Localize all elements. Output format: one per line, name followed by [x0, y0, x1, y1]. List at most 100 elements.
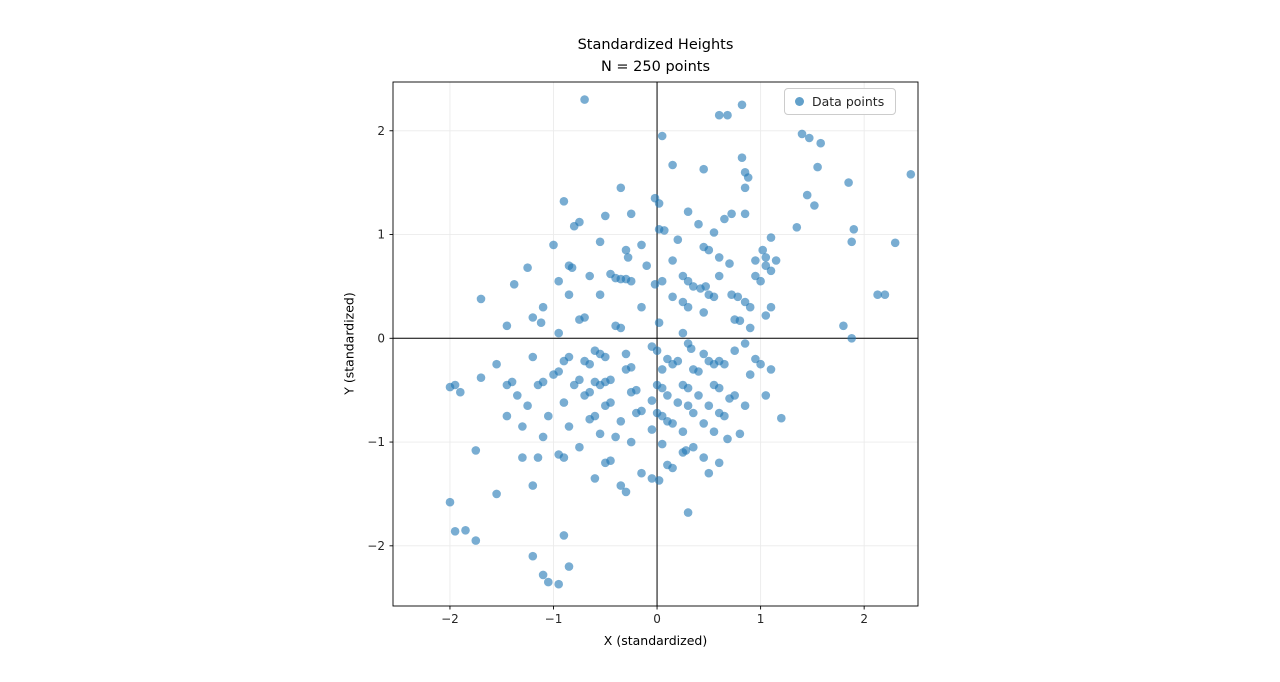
scatter-point: [745, 323, 755, 333]
scatter-point: [518, 453, 527, 462]
scatter-point: [678, 297, 688, 307]
scatter-point: [723, 110, 732, 120]
scatter-point: [461, 526, 470, 535]
scatter-point: [533, 380, 543, 390]
scatter-point: [678, 328, 688, 338]
scatter-point: [450, 527, 460, 536]
scatter-point: [681, 446, 691, 455]
scatter-point: [632, 408, 641, 418]
legend: Data points: [784, 88, 897, 115]
scatter-point: [683, 302, 693, 312]
scatter-point: [657, 131, 667, 141]
scatter-point: [559, 356, 569, 366]
scatter-point: [756, 276, 765, 286]
x-axis-label: X (standardized): [603, 633, 708, 648]
scatter-point: [445, 382, 455, 392]
scatter-point: [683, 508, 693, 517]
scatter-point: [890, 238, 900, 248]
scatter-point: [559, 398, 569, 407]
scatter-point: [590, 474, 600, 483]
scatter-point: [616, 183, 626, 193]
scatter-point: [694, 219, 703, 229]
scatter-point: [626, 387, 636, 397]
scatter-point: [805, 133, 814, 143]
scatter-point: [616, 323, 626, 333]
scatter-point: [813, 162, 822, 172]
scatter-point: [580, 95, 589, 104]
scatter-point: [740, 401, 750, 411]
scatter-point: [621, 349, 631, 359]
scatter-point: [751, 354, 760, 364]
scatter-point: [523, 263, 532, 273]
scatter-point: [538, 302, 548, 312]
scatter-point: [637, 240, 646, 250]
scatter-point: [657, 276, 667, 286]
scatter-point: [518, 422, 527, 431]
y-tick-label: −1: [367, 435, 385, 449]
scatter-point: [668, 292, 677, 302]
scatter-point: [616, 481, 626, 490]
scatter-point: [673, 235, 683, 244]
scatter-point: [906, 170, 916, 179]
scatter-point: [668, 160, 677, 170]
legend-label: Data points: [812, 94, 885, 109]
scatter-point: [743, 173, 753, 182]
scatter-point: [714, 110, 724, 120]
scatter-point: [730, 346, 739, 356]
scatter-point: [683, 207, 693, 216]
scatter-point: [611, 432, 620, 442]
scatter-point: [740, 209, 750, 219]
scatter-point: [847, 237, 856, 247]
scatter-point: [647, 474, 657, 483]
scatter-point: [683, 276, 693, 286]
scatter-point: [637, 468, 646, 478]
scatter-point: [735, 429, 745, 439]
scatter-point: [792, 223, 802, 232]
scatter-point: [621, 365, 631, 374]
scatter-point: [730, 391, 739, 400]
scatter-point: [704, 401, 714, 411]
scatter-point: [816, 138, 825, 148]
scatter-point: [601, 458, 610, 468]
scatter-point: [559, 453, 569, 462]
scatter-point: [714, 271, 724, 281]
scatter-point: [538, 570, 548, 580]
scatter-point: [528, 313, 538, 322]
legend-marker-icon: [795, 97, 804, 106]
scatter-point: [720, 214, 729, 224]
y-tick-label: 0: [377, 331, 385, 345]
scatter-point: [673, 356, 683, 366]
scatter-point: [647, 425, 657, 434]
scatter-point: [554, 579, 563, 589]
plot-border: [392, 81, 919, 607]
scatter-point: [725, 259, 734, 268]
scatter-point: [740, 339, 750, 348]
scatter-point: [575, 375, 584, 385]
scatter-point: [699, 419, 708, 428]
scatter-point: [660, 226, 669, 235]
scatter-point: [569, 380, 579, 390]
scatter-point: [777, 413, 786, 423]
scatter-point: [471, 446, 481, 455]
scatter-point: [564, 562, 574, 571]
scatter-point: [694, 391, 703, 400]
scatter-point: [873, 290, 882, 300]
scatter-point: [445, 497, 455, 507]
scatter-point: [714, 253, 724, 262]
scatter-point: [502, 411, 512, 421]
y-tick-label: −2: [367, 539, 385, 553]
scatter-point: [580, 391, 589, 400]
y-tick-label: 1: [377, 228, 385, 242]
scatter-point: [663, 354, 672, 364]
scatter-point: [580, 356, 589, 366]
scatter-point: [559, 197, 569, 206]
scatter-point: [751, 271, 760, 281]
scatter-point: [544, 577, 553, 587]
scatter-point: [683, 401, 693, 411]
scatter-point: [637, 302, 646, 312]
scatter-point: [523, 401, 532, 411]
scatter-point: [761, 253, 771, 262]
x-tick-label: 2: [860, 612, 868, 626]
scatter-point: [720, 359, 729, 369]
